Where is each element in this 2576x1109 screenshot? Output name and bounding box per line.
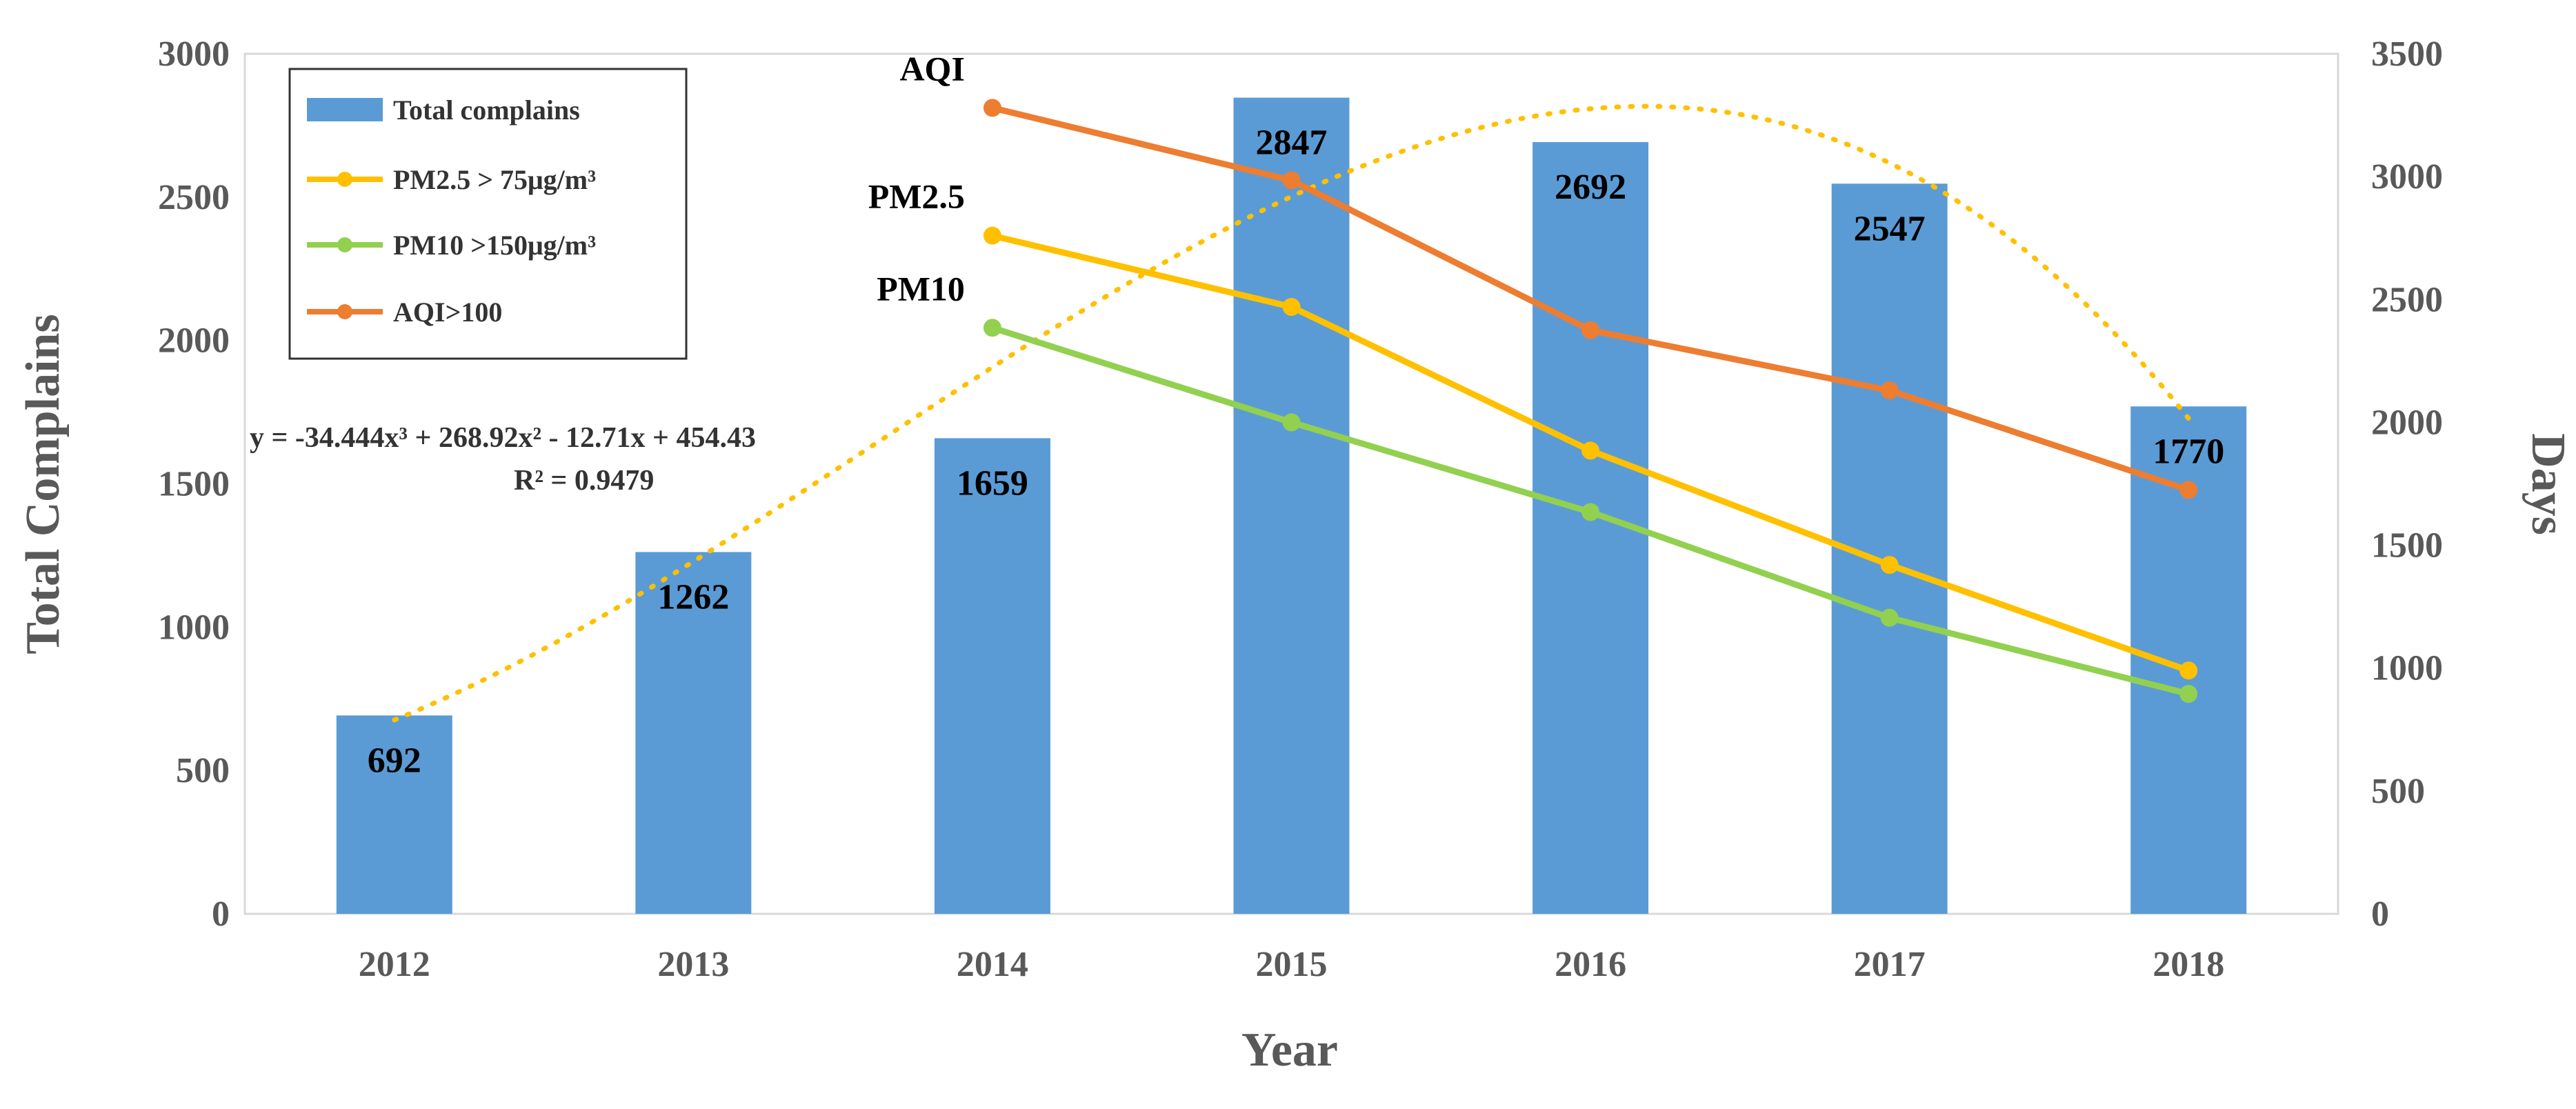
- legend: Total complains PM2.5 > 75μg/m³ PM10 >15…: [288, 68, 688, 360]
- y-tick-label: 2500: [158, 178, 230, 217]
- y-tick-label: 1500: [158, 465, 230, 504]
- trendline-r2: R² = 0.9479: [514, 465, 654, 497]
- series-marker-PM10: [1880, 608, 1899, 627]
- series-marker-AQI: [2179, 481, 2198, 499]
- series-marker-AQI: [1282, 171, 1301, 190]
- y2-axis-title: Days: [2522, 433, 2575, 535]
- bar-value-label: 2692: [1555, 168, 1626, 207]
- y2-tick-label: 3500: [2371, 34, 2443, 74]
- x-tick-label: 2017: [1854, 945, 1926, 984]
- x-tick-label: 2018: [2153, 945, 2224, 984]
- legend-swatch-marker: [337, 172, 352, 187]
- y2-tick-label: 0: [2371, 895, 2389, 934]
- x-tick-label: 2012: [359, 945, 430, 984]
- y2-tick-label: 3000: [2371, 157, 2443, 197]
- series-marker-PM10: [983, 319, 1001, 337]
- bar-2012: [336, 715, 452, 914]
- bar-value-label: 692: [368, 741, 421, 780]
- series-marker-PM2.5: [1880, 556, 1899, 575]
- lines-layer: [983, 99, 2198, 703]
- ticks-layer: 0 500 1000 1500 2000 2500 3000 0 500 1000 1500 2000…: [158, 34, 2443, 984]
- y-tick-label: 0: [212, 895, 230, 934]
- x-tick-label: 2016: [1555, 945, 1626, 984]
- series-marker-PM2.5: [1581, 441, 1600, 460]
- bar-2015: [1233, 97, 1350, 914]
- y2-tick-label: 2000: [2371, 403, 2443, 442]
- trendline-equation: y = -34.444x³ + 268.92x² - 12.71x + 454.…: [250, 422, 756, 454]
- legend-item-aqi: AQI>100: [307, 297, 502, 328]
- bar-value-label: 1262: [657, 577, 729, 617]
- bar-value-label: 2547: [1854, 209, 1926, 248]
- bar-value-label: 1770: [2153, 432, 2224, 471]
- y-axis-title: Total Complains: [17, 314, 70, 654]
- bar-2014: [934, 438, 1050, 914]
- labels-layer: 692 1262 1659 2847 2692 2547 1770 PM2.5 PM10 AQI: [368, 49, 2224, 780]
- y-tick-label: 1000: [158, 608, 230, 647]
- legend-swatch-marker: [337, 304, 352, 319]
- series-marker-AQI: [1581, 321, 1600, 339]
- bar-2013: [635, 552, 752, 914]
- legend-label: AQI>100: [393, 297, 502, 328]
- legend-label: PM2.5 > 75μg/m³: [393, 164, 596, 195]
- series-marker-PM10: [1581, 503, 1600, 521]
- bars-layer: [336, 97, 2247, 914]
- series-marker-PM10: [1282, 413, 1301, 432]
- series-label-PM2.5: PM2.5: [868, 177, 965, 216]
- series-marker-PM2.5: [2179, 661, 2198, 680]
- legend-swatch-bar: [307, 98, 383, 121]
- x-tick-label: 2014: [957, 945, 1028, 984]
- x-tick-label: 2015: [1256, 945, 1328, 984]
- legend-item-total-complains: Total complains: [307, 94, 580, 126]
- legend-label: PM10 >150μg/m³: [393, 230, 596, 261]
- y-tick-label: 3000: [158, 34, 230, 74]
- bar-value-label: 1659: [957, 463, 1028, 503]
- x-axis-title: Year: [1241, 1023, 1338, 1077]
- y-tick-label: 500: [176, 751, 230, 790]
- y2-tick-label: 2500: [2371, 280, 2443, 319]
- y2-tick-label: 1500: [2371, 526, 2443, 566]
- legend-item-pm10: PM10 >150μg/m³: [307, 230, 596, 261]
- series-label-PM10: PM10: [877, 269, 965, 308]
- series-marker-PM2.5: [1282, 297, 1301, 316]
- series-marker-AQI: [1880, 381, 1899, 400]
- series-marker-PM2.5: [983, 226, 1001, 245]
- legend-swatch-marker: [337, 237, 352, 252]
- y2-tick-label: 500: [2371, 772, 2425, 811]
- legend-item-pm25: PM2.5 > 75μg/m³: [307, 164, 596, 195]
- x-tick-label: 2013: [657, 945, 729, 984]
- y-tick-label: 2000: [158, 321, 230, 361]
- y2-tick-label: 1000: [2371, 649, 2443, 688]
- series-label-AQI: AQI: [899, 49, 964, 88]
- series-marker-AQI: [983, 99, 1001, 117]
- series-marker-PM10: [2179, 685, 2198, 703]
- legend-label: Total complains: [393, 94, 580, 126]
- bar-value-label: 2847: [1256, 123, 1328, 163]
